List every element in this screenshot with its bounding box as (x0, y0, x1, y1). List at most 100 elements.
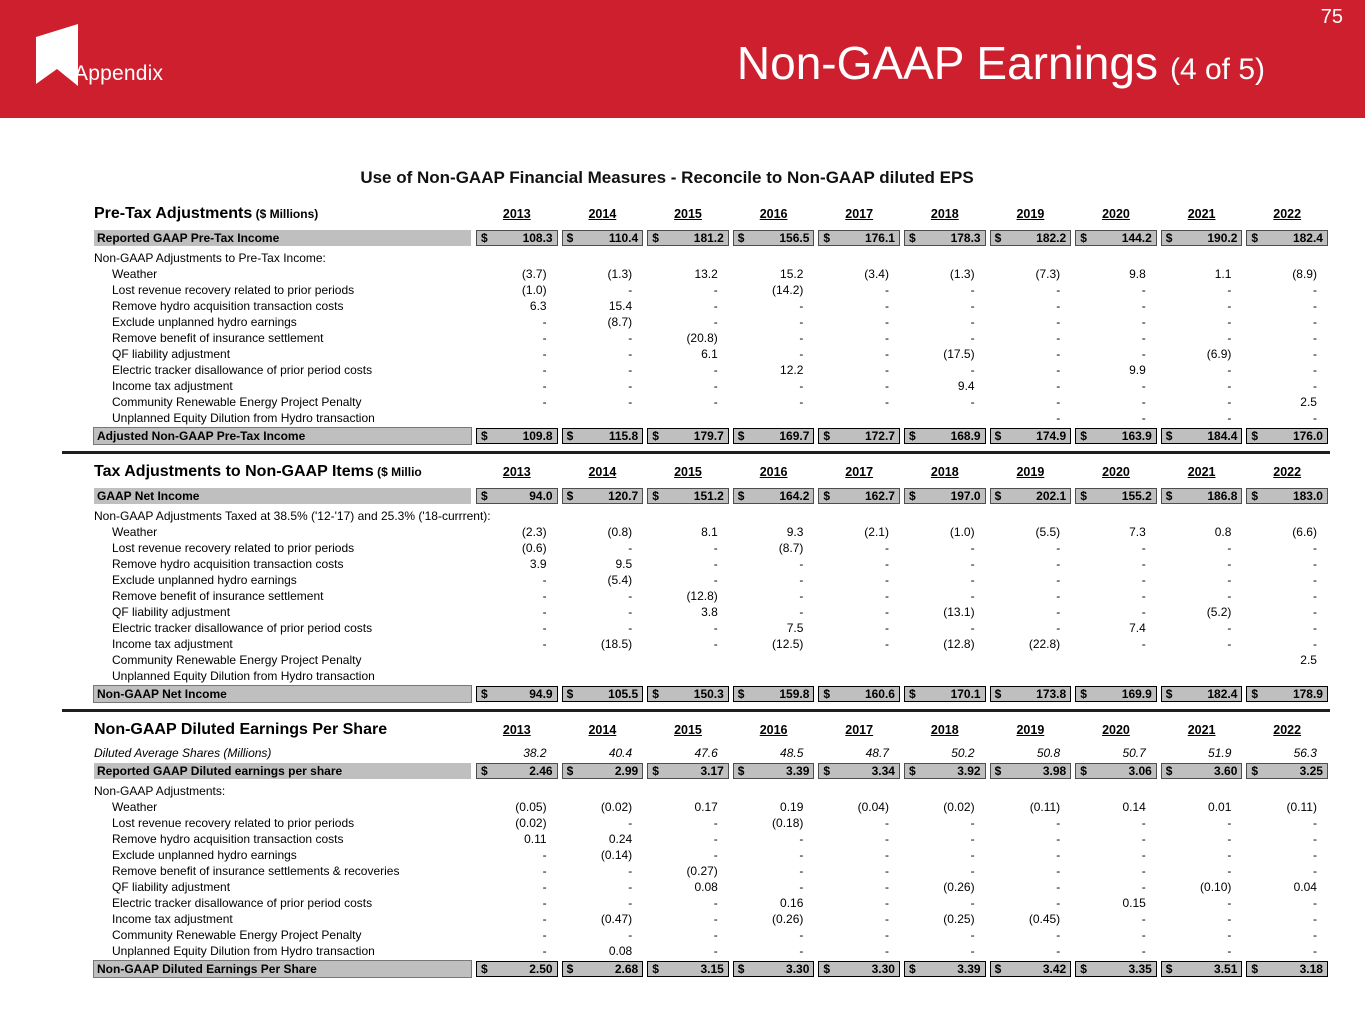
value-cell: - (1141, 589, 1146, 603)
table-row: Income tax adjustment - - - - - 9.4 - - - - (94, 378, 1330, 394)
value-cell: (2.1) (864, 525, 889, 539)
value-cell: $182.2 (988, 230, 1074, 246)
year-header: 2016 (731, 465, 817, 479)
value-cell: - (628, 880, 633, 894)
dollar-sign: $ (908, 429, 916, 443)
value-text: 3.17 (700, 764, 724, 778)
year-label: 2017 (845, 465, 874, 479)
value-box: $176.0 (1246, 428, 1328, 444)
value-cell: - (799, 315, 804, 329)
table-row: Community Renewable Energy Project Penal… (94, 652, 1330, 668)
value-box: $178.9 (1246, 686, 1328, 702)
dollar-sign: $ (481, 231, 488, 245)
table-row: Remove hydro acquisition transaction cos… (94, 298, 1330, 314)
dollar-sign: $ (1080, 687, 1087, 701)
value-cell: - (1141, 411, 1146, 425)
value-cell: - (713, 816, 718, 830)
table-row: Lost revenue recovery related to prior p… (94, 282, 1330, 298)
value-cell: $178.3 (902, 230, 988, 246)
year-label: 2013 (502, 723, 531, 737)
dollar-sign: $ (994, 489, 1002, 503)
year-label: 2016 (759, 723, 788, 737)
value-cell: - (713, 912, 718, 926)
value-box: $3.39 (903, 961, 986, 977)
dollar-sign: $ (908, 962, 916, 976)
value-cell: - (1141, 864, 1146, 878)
table-row: Diluted Average Shares (Millions) 38.2 40.… (94, 745, 1330, 761)
value-cell: - (1056, 605, 1061, 619)
value-box: $182.4 (1160, 686, 1243, 702)
row-label: Weather (112, 525, 158, 539)
value-cell: - (628, 283, 633, 297)
table-row: Unplanned Equity Dilution from Hydro tra… (94, 410, 1330, 426)
value-cell: $108.3 (474, 230, 560, 246)
value-cell: $190.2 (1159, 230, 1245, 246)
value-cell: 12.2 (780, 363, 804, 377)
value-box: $172.7 (818, 428, 900, 444)
table-title-text: Tax Adjustments to Non-GAAP Items (94, 463, 374, 480)
value-cell: - (713, 363, 718, 377)
value-cell: (8.7) (607, 315, 633, 329)
dollar-sign: $ (994, 962, 1002, 976)
value-cell: - (1312, 315, 1317, 329)
value-cell: $2.99 (560, 763, 646, 779)
year-label: 2020 (1102, 465, 1130, 479)
year-header: 2018 (902, 207, 988, 221)
value-cell: (12.5) (772, 637, 804, 651)
value-cell: - (1141, 379, 1146, 393)
dollar-sign: $ (1165, 962, 1173, 976)
value-cell: (0.26) (772, 912, 804, 926)
dollar-sign: $ (481, 687, 488, 701)
summary-row: Adjusted Non-GAAP Pre-Tax Income $109.8 $1… (93, 427, 1330, 445)
value-cell: - (542, 621, 547, 635)
value-cell: - (542, 395, 547, 409)
value-cell: $176.1 (816, 230, 902, 246)
value-cell: $3.39 (902, 961, 988, 977)
value-box: $160.6 (818, 686, 900, 702)
value-box: $169.9 (1075, 686, 1157, 702)
value-cell: - (884, 816, 889, 830)
row-label: Unplanned Equity Dilution from Hydro tra… (112, 411, 375, 425)
value-cell: - (1056, 299, 1061, 313)
value-cell: - (1141, 912, 1146, 926)
year-label: 2019 (1016, 465, 1045, 479)
value-cell: - (1056, 283, 1061, 297)
value-box: $163.9 (1075, 428, 1157, 444)
section-label: Non-GAAP Adjustments: (94, 784, 226, 798)
year-header: 2019 (988, 207, 1074, 221)
value-cell: 0.01 (1208, 800, 1232, 814)
table-row: Exclude unplanned hydro earnings - (8.7) - -… (94, 314, 1330, 330)
value-box: $182.2 (989, 230, 1072, 246)
value-box: $105.5 (561, 686, 644, 702)
value-cell: - (628, 816, 633, 830)
value-cell: - (1312, 912, 1317, 926)
value-cell: (0.27) (686, 864, 718, 878)
value-cell: - (1056, 541, 1061, 555)
value-cell: $115.8 (560, 428, 646, 444)
value-cell: 50.7 (1122, 746, 1146, 760)
value-text: 179.7 (693, 429, 724, 443)
value-cell: - (1141, 816, 1146, 830)
row-label: Unplanned Equity Dilution from Hydro tra… (112, 944, 375, 958)
value-cell: - (628, 347, 633, 361)
value-cell: - (1141, 541, 1146, 555)
value-cell: $169.7 (731, 428, 817, 444)
slide-title: Non-GAAP Earnings (4 of 5) (737, 36, 1265, 90)
year-label: 2021 (1187, 723, 1216, 737)
value-cell: - (713, 928, 718, 942)
value-cell: (8.9) (1292, 267, 1317, 281)
value-text: 183.0 (1292, 489, 1323, 503)
value-cell: 50.8 (1036, 746, 1061, 760)
value-cell: $3.92 (902, 763, 988, 779)
value-cell: (0.26) (943, 880, 975, 894)
value-cell: $168.9 (902, 428, 988, 444)
row-label: Electric tracker disallowance of prior p… (112, 621, 373, 635)
value-text: 168.9 (950, 429, 981, 443)
value-cell: (1.0) (949, 525, 975, 539)
value-text: 3.25 (1299, 764, 1323, 778)
year-label: 2022 (1273, 207, 1302, 221)
value-cell: - (1312, 557, 1317, 571)
value-box: $179.7 (647, 428, 729, 444)
value-box: $186.8 (1160, 488, 1243, 504)
value-cell: - (1312, 411, 1317, 425)
